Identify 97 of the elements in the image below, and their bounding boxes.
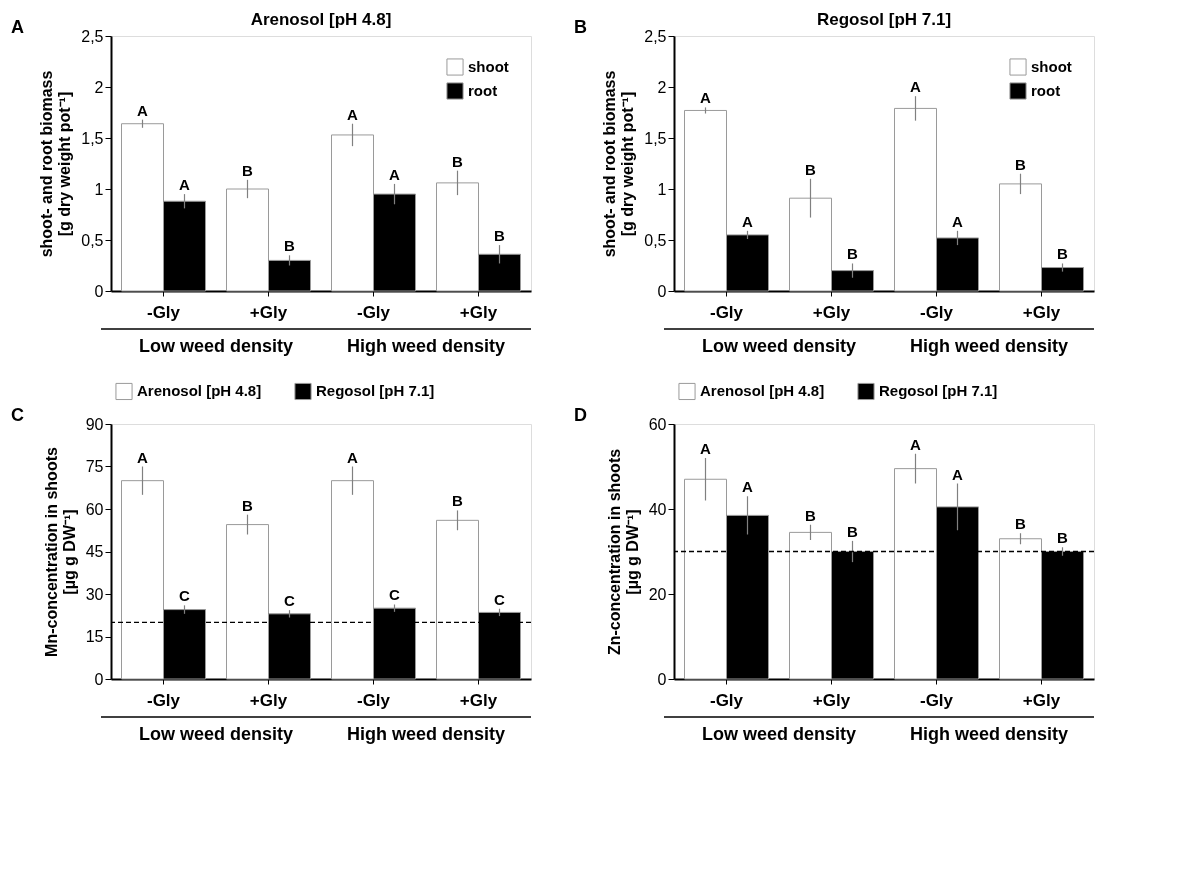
text: B [574,17,587,37]
text: High weed density [909,336,1069,356]
y-tick-label: 1 [94,180,104,198]
data-label: C [389,586,401,604]
data-label: B [1057,245,1069,263]
y-tick-label: 0 [94,282,104,300]
y-tick-label: 0,5 [644,231,667,249]
data-label: B [452,152,464,170]
chart-title: Arenosol [pH 4.8] [250,10,392,29]
data-label: B [847,522,859,540]
y-tick-label: 90 [85,415,104,433]
x-tick-label: -Gly [709,690,744,710]
legend-label: shoot [1031,58,1072,75]
chart-title: Regosol [pH 7.1] [816,10,952,29]
text: A [11,17,24,37]
x-tick-label: +Gly [249,302,288,322]
data-label: A [910,435,922,453]
text: High weed density [909,724,1069,744]
legend-label: shoot [468,58,509,75]
text: High weed density [346,336,506,356]
y-tick-label: 1,5 [81,129,104,147]
legend-label: Regosol [pH 7.1] [316,382,435,400]
y-tick-label: 1,5 [644,129,667,147]
x-tick-label: -Gly [709,302,744,322]
legend-label: Arenosol [pH 4.8] [700,382,825,400]
data-label: C [494,590,506,608]
y-tick-label: 0 [94,670,104,688]
legend-label: root [1031,82,1061,99]
data-label: B [242,161,254,179]
legend-label: Arenosol [pH 4.8] [137,382,262,400]
data-label: A [347,448,359,466]
y-tick-label: 1 [657,180,667,198]
x-tick-label: -Gly [146,690,181,710]
x-tick-label: +Gly [459,302,498,322]
data-label: A [910,78,922,96]
data-label: A [700,440,712,457]
text: Low weed density [701,724,857,744]
data-label: A [179,176,191,194]
x-tick-label: -Gly [919,302,954,322]
y-tick-label: 20 [648,585,667,603]
data-label: A [137,101,149,119]
data-label: B [284,237,296,255]
x-tick-label: +Gly [459,690,498,710]
y-tick-label: 30 [85,585,104,603]
data-label: C [179,587,191,605]
text: D [574,405,587,425]
data-label: B [1015,155,1027,173]
data-label: A [700,89,712,107]
y-tick-label: 45 [85,543,104,560]
data-label: B [1057,529,1069,547]
x-tick-label: +Gly [812,302,851,322]
legend-label: root [468,82,498,99]
data-label: A [389,165,401,183]
y-tick-label: 2,5 [81,27,104,45]
data-label: B [452,492,464,510]
y-tick-label: 60 [648,415,667,433]
y-tick-label: 40 [648,500,667,518]
y-tick-label: 2 [657,78,667,96]
x-tick-label: +Gly [1022,690,1061,710]
data-label: A [952,465,964,483]
text: Low weed density [138,724,294,744]
data-label: B [847,245,859,263]
y-tick-label: 2,5 [644,27,667,45]
data-label: B [1015,515,1027,533]
data-label: C [284,592,296,610]
y-axis-title: shoot- and root biomass [g dry weight pot⁻¹] [601,70,637,258]
data-label: B [242,496,254,514]
legend-label: Regosol [pH 7.1] [879,382,998,400]
y-tick-label: 75 [85,458,104,475]
data-label: A [952,212,964,230]
y-tick-label: 0 [657,282,667,300]
text: C [11,405,24,425]
data-label: B [494,227,506,245]
x-tick-label: +Gly [249,690,288,710]
y-tick-label: 2 [94,78,104,96]
data-label: B [805,506,817,524]
data-label: A [137,448,149,466]
text: Low weed density [138,336,294,356]
y-tick-label: 15 [85,628,104,645]
x-tick-label: -Gly [919,690,954,710]
y-axis-title: Zn-concentration in shoots [µg g DW⁻¹] [605,448,641,656]
data-label: B [805,160,817,178]
y-axis-title: shoot- and root biomass [g dry weight pot⁻¹] [38,70,74,258]
x-tick-label: -Gly [356,302,391,322]
text: Low weed density [701,336,857,356]
text: High weed density [346,724,506,744]
x-tick-label: +Gly [1022,302,1061,322]
y-tick-label: 0,5 [81,231,104,249]
data-label: A [742,478,754,496]
data-label: A [347,105,359,123]
x-tick-label: -Gly [356,690,391,710]
x-tick-label: -Gly [146,302,181,322]
y-axis-title: Mn-concentration in shoots [µg g DW⁻¹] [42,447,78,657]
x-tick-label: +Gly [812,690,851,710]
y-tick-label: 60 [85,500,104,518]
y-tick-label: 0 [657,670,667,688]
data-label: A [742,212,754,230]
